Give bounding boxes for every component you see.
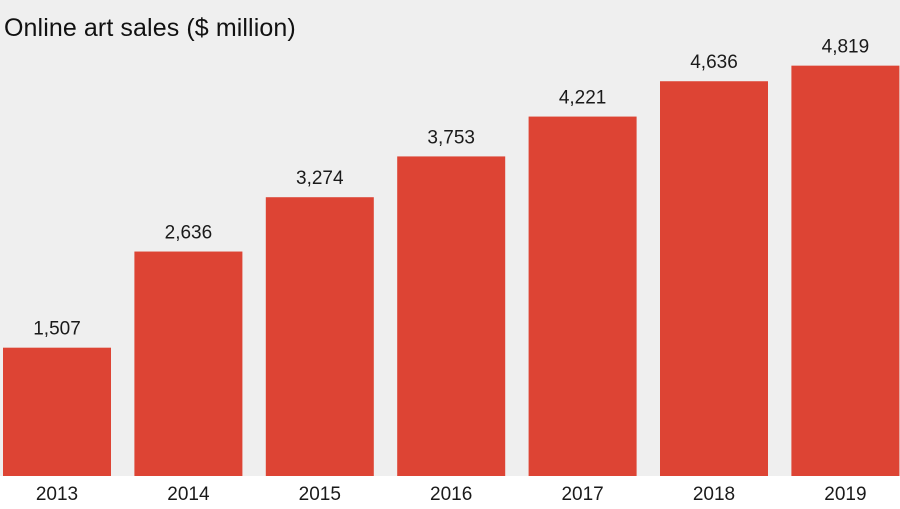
- bar-2015: [265, 197, 374, 476]
- value-label-2017: 4,221: [559, 88, 607, 109]
- bar-2016: [397, 156, 506, 477]
- value-label-2015: 3,274: [296, 168, 344, 189]
- x-tick-label-2018: 2018: [693, 484, 735, 505]
- bar-2014: [134, 251, 243, 476]
- x-tick-label-2017: 2017: [561, 484, 603, 505]
- value-label-2014: 2,636: [165, 223, 213, 244]
- bar-2013: [3, 347, 111, 476]
- bar-2018: [660, 81, 768, 477]
- chart-title: Online art sales ($ million): [4, 14, 296, 42]
- x-tick-label-2014: 2014: [167, 484, 210, 505]
- bar-2019: [791, 65, 900, 477]
- value-label-2013: 1,507: [33, 319, 81, 340]
- bar-2017: [528, 116, 637, 476]
- x-tick-label-2019: 2019: [824, 484, 866, 505]
- x-tick-label-2015: 2015: [299, 484, 341, 505]
- x-tick-label-2016: 2016: [430, 484, 472, 505]
- value-label-2016: 3,753: [427, 127, 475, 148]
- value-label-2019: 4,819: [822, 37, 870, 58]
- x-tick-label-2013: 2013: [36, 484, 78, 505]
- value-label-2018: 4,636: [690, 52, 738, 73]
